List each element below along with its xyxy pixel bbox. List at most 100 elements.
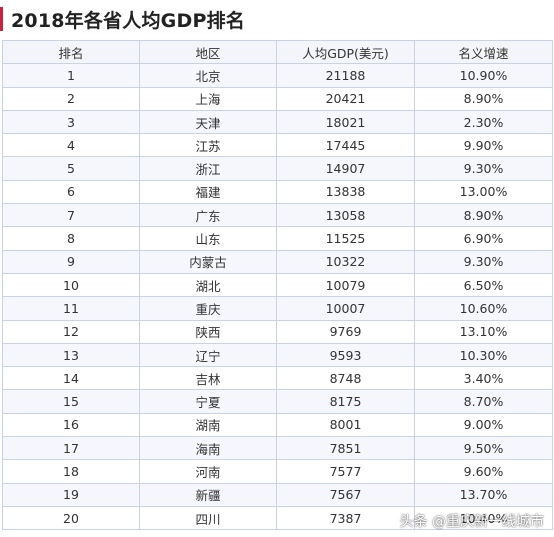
gdp-cell: 10079 <box>276 272 415 298</box>
region-cell: 湖南 <box>139 412 277 438</box>
gdp-cell: 20421 <box>276 86 415 111</box>
region-cell: 山东 <box>139 226 277 251</box>
growth-cell: 8.70% <box>414 389 553 414</box>
gdp-cell: 17445 <box>276 133 415 158</box>
growth-cell: 9.00% <box>414 412 553 438</box>
rank-cell: 1 <box>2 63 140 88</box>
rank-cell: 3 <box>2 109 140 135</box>
region-cell: 四川 <box>139 505 277 531</box>
region-cell: 重庆 <box>139 296 277 321</box>
rank-cell: 11 <box>2 296 140 321</box>
region-cell: 宁夏 <box>139 389 277 414</box>
growth-cell: 6.90% <box>414 226 553 251</box>
growth-cell: 6.50% <box>414 272 553 298</box>
gdp-cell: 13058 <box>276 203 415 228</box>
gdp-cell: 8748 <box>276 366 415 391</box>
gdp-cell: 7577 <box>276 459 415 484</box>
table-row: 7 广东 13058 8.90% <box>2 203 553 228</box>
growth-cell: 8.90% <box>414 203 553 228</box>
table-row: 16 湖南 8001 9.00% <box>2 412 553 438</box>
gdp-cell: 21188 <box>276 63 415 88</box>
region-cell: 天津 <box>139 109 277 135</box>
table-row: 11 重庆 10007 10.60% <box>2 296 553 321</box>
rank-cell: 16 <box>2 412 140 438</box>
region-cell: 福建 <box>139 179 277 205</box>
table-row: 8 山东 11525 6.90% <box>2 226 553 251</box>
region-cell: 辽宁 <box>139 342 277 368</box>
table-header-row: 排名 地区 人均GDP(美元) 名义增速 <box>2 39 553 65</box>
growth-cell: 2.30% <box>414 109 553 135</box>
growth-cell: 13.70% <box>414 482 553 507</box>
region-cell: 北京 <box>139 63 277 88</box>
column-header-rank: 排名 <box>2 39 140 65</box>
region-cell: 吉林 <box>139 366 277 391</box>
table-row: 13 辽宁 9593 10.30% <box>2 342 553 368</box>
growth-cell: 10.30% <box>414 342 553 368</box>
table-row: 20 四川 7387 10.40% <box>2 505 553 531</box>
region-cell: 湖北 <box>139 272 277 298</box>
region-cell: 陕西 <box>139 319 277 344</box>
rank-cell: 5 <box>2 156 140 181</box>
rank-cell: 2 <box>2 86 140 111</box>
heading: 2018年各省人均GDP排名 <box>0 0 554 38</box>
table-row: 1 北京 21188 10.90% <box>2 63 553 88</box>
growth-cell: 9.30% <box>414 156 553 181</box>
growth-cell: 10.60% <box>414 296 553 321</box>
rank-cell: 7 <box>2 203 140 228</box>
gdp-cell: 7567 <box>276 482 415 507</box>
region-cell: 广东 <box>139 203 277 228</box>
table-body: 1 北京 21188 10.90% 2 上海 20421 8.90% 3 天津 18021 2.30%… <box>2 63 553 531</box>
table-row: 4 江苏 17445 9.90% <box>2 133 553 158</box>
rank-cell: 15 <box>2 389 140 414</box>
rank-cell: 8 <box>2 226 140 251</box>
gdp-cell: 9593 <box>276 342 415 368</box>
rank-cell: 10 <box>2 272 140 298</box>
rank-cell: 20 <box>2 505 140 531</box>
heading-accent-bar <box>0 7 3 31</box>
rank-cell: 12 <box>2 319 140 344</box>
gdp-cell: 10322 <box>276 249 415 274</box>
table-row: 2 上海 20421 8.90% <box>2 86 553 111</box>
rank-cell: 9 <box>2 249 140 274</box>
table-row: 6 福建 13838 13.00% <box>2 179 553 205</box>
region-cell: 河南 <box>139 459 277 484</box>
rank-cell: 4 <box>2 133 140 158</box>
gdp-cell: 8001 <box>276 412 415 438</box>
growth-cell: 9.30% <box>414 249 553 274</box>
gdp-cell: 9769 <box>276 319 415 344</box>
growth-cell: 13.00% <box>414 179 553 205</box>
growth-cell: 10.90% <box>414 63 553 88</box>
region-cell: 内蒙古 <box>139 249 277 274</box>
growth-cell: 13.10% <box>414 319 553 344</box>
column-header-region: 地区 <box>139 39 277 65</box>
rank-cell: 17 <box>2 436 140 461</box>
region-cell: 海南 <box>139 436 277 461</box>
growth-cell: 9.90% <box>414 133 553 158</box>
gdp-cell: 10007 <box>276 296 415 321</box>
page-title: 2018年各省人均GDP排名 <box>11 9 245 32</box>
growth-cell: 3.40% <box>414 366 553 391</box>
watermark: 头条 @重庆新一线城市 <box>399 514 544 530</box>
region-cell: 新疆 <box>139 482 277 507</box>
rank-cell: 19 <box>2 482 140 507</box>
gdp-cell: 13838 <box>276 179 415 205</box>
rank-cell: 14 <box>2 366 140 391</box>
gdp-cell: 14907 <box>276 156 415 181</box>
table-row: 10 湖北 10079 6.50% <box>2 272 553 298</box>
table-row: 17 海南 7851 9.50% <box>2 436 553 461</box>
rank-cell: 6 <box>2 179 140 205</box>
table-row: 3 天津 18021 2.30% <box>2 109 553 135</box>
gdp-cell: 8175 <box>276 389 415 414</box>
gdp-cell: 11525 <box>276 226 415 251</box>
rank-cell: 18 <box>2 459 140 484</box>
table-row: 9 内蒙古 10322 9.30% <box>2 249 553 274</box>
ranking-table: 排名 地区 人均GDP(美元) 名义增速 1 北京 21188 10.90% 2 上海 20… <box>2 39 553 531</box>
region-cell: 上海 <box>139 86 277 111</box>
growth-cell: 10.40% <box>414 505 553 531</box>
region-cell: 浙江 <box>139 156 277 181</box>
table-row: 5 浙江 14907 9.30% <box>2 156 553 181</box>
gdp-cell: 18021 <box>276 109 415 135</box>
rank-cell: 13 <box>2 342 140 368</box>
column-header-growth: 名义增速 <box>414 39 553 65</box>
table-row: 14 吉林 8748 3.40% <box>2 366 553 391</box>
